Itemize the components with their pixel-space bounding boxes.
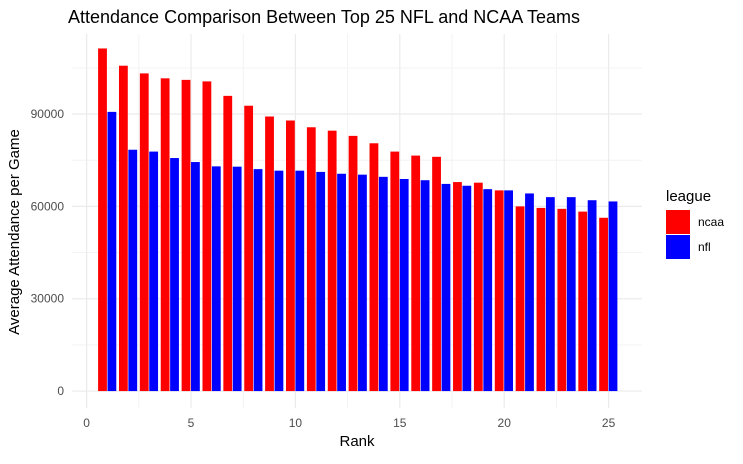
bar-nfl-rank-20: [504, 190, 513, 392]
bar-ncaa-rank-25: [599, 217, 608, 392]
bar-nfl-rank-24: [587, 200, 597, 392]
bar-nfl-rank-11: [316, 171, 326, 392]
legend-label-nfl: nfl: [698, 240, 711, 254]
bar-nfl-rank-7: [232, 166, 242, 392]
bar-nfl-rank-8: [253, 169, 263, 392]
bar-nfl-rank-13: [358, 174, 367, 392]
bar-ncaa-rank-7: [223, 95, 233, 392]
bar-nfl-rank-16: [420, 180, 430, 392]
bar-nfl-rank-3: [149, 151, 159, 392]
bar-ncaa-rank-10: [286, 120, 295, 392]
y-axis-ticks: 0 30000 60000 90000: [31, 107, 65, 398]
bar-nfl-rank-14: [378, 176, 388, 392]
bar-ncaa-rank-9: [265, 116, 274, 392]
chart-title: Attendance Comparison Between Top 25 NFL…: [68, 7, 580, 27]
bar-ncaa-rank-22: [536, 207, 546, 392]
x-tick-label: 10: [289, 416, 303, 430]
bar-nfl-rank-22: [545, 197, 555, 392]
bar-ncaa-rank-12: [327, 130, 337, 392]
y-tick-label: 0: [57, 384, 64, 398]
legend-swatch-nfl: [666, 235, 690, 259]
bar-nfl-rank-17: [441, 183, 451, 392]
bar-ncaa-rank-16: [411, 155, 421, 392]
bar-nfl-rank-5: [191, 162, 200, 392]
bar-nfl-rank-2: [128, 149, 138, 392]
x-axis-title: Rank: [339, 433, 375, 450]
bar-nfl-rank-10: [295, 170, 305, 392]
bar-nfl-rank-9: [274, 170, 284, 392]
bar-ncaa-rank-18: [453, 182, 462, 392]
bar-nfl-rank-1: [107, 111, 117, 392]
bar-ncaa-rank-20: [494, 190, 504, 392]
bar-nfl-rank-23: [566, 197, 576, 392]
bar-nfl-rank-15: [399, 178, 409, 392]
bar-nfl-rank-6: [211, 166, 221, 392]
bar-ncaa-rank-5: [181, 79, 191, 392]
y-axis-title: Average Attendance per Game: [6, 129, 23, 335]
x-tick-label: 15: [393, 416, 407, 430]
legend-label-ncaa: ncaa: [698, 215, 724, 229]
x-axis-ticks: 0 5 10 15 20 25: [83, 416, 615, 430]
bar-marks: [98, 48, 618, 392]
bar-nfl-rank-12: [337, 173, 346, 392]
bar-ncaa-rank-21: [515, 206, 525, 392]
bar-ncaa-rank-3: [139, 73, 149, 392]
x-tick-label: 20: [498, 416, 512, 430]
bar-ncaa-rank-1: [98, 48, 107, 392]
bar-ncaa-rank-8: [244, 105, 254, 392]
y-tick-label: 30000: [31, 292, 65, 306]
x-tick-label: 0: [83, 416, 90, 430]
bar-ncaa-rank-2: [118, 65, 128, 392]
bar-ncaa-rank-23: [557, 208, 567, 392]
bar-nfl-rank-18: [462, 185, 472, 392]
bar-ncaa-rank-24: [578, 211, 588, 392]
bar-ncaa-rank-17: [432, 156, 441, 392]
y-tick-label: 60000: [31, 199, 65, 213]
bar-ncaa-rank-13: [348, 135, 358, 392]
bar-ncaa-rank-11: [306, 127, 316, 392]
legend-swatch-ncaa: [666, 210, 690, 234]
bar-ncaa-rank-14: [369, 143, 379, 392]
bar-nfl-rank-25: [608, 201, 618, 392]
bar-ncaa-rank-6: [202, 81, 212, 392]
x-tick-label: 5: [188, 416, 195, 430]
bar-ncaa-rank-4: [160, 78, 170, 392]
bar-ncaa-rank-19: [473, 182, 483, 392]
bar-nfl-rank-21: [525, 193, 534, 392]
bar-ncaa-rank-15: [390, 151, 400, 392]
bar-nfl-rank-4: [170, 158, 179, 392]
legend-title: league: [666, 188, 711, 205]
bar-nfl-rank-19: [483, 189, 493, 392]
legend: league ncaa nfl: [666, 188, 724, 259]
y-tick-label: 90000: [31, 107, 65, 121]
x-tick-label: 25: [602, 416, 616, 430]
